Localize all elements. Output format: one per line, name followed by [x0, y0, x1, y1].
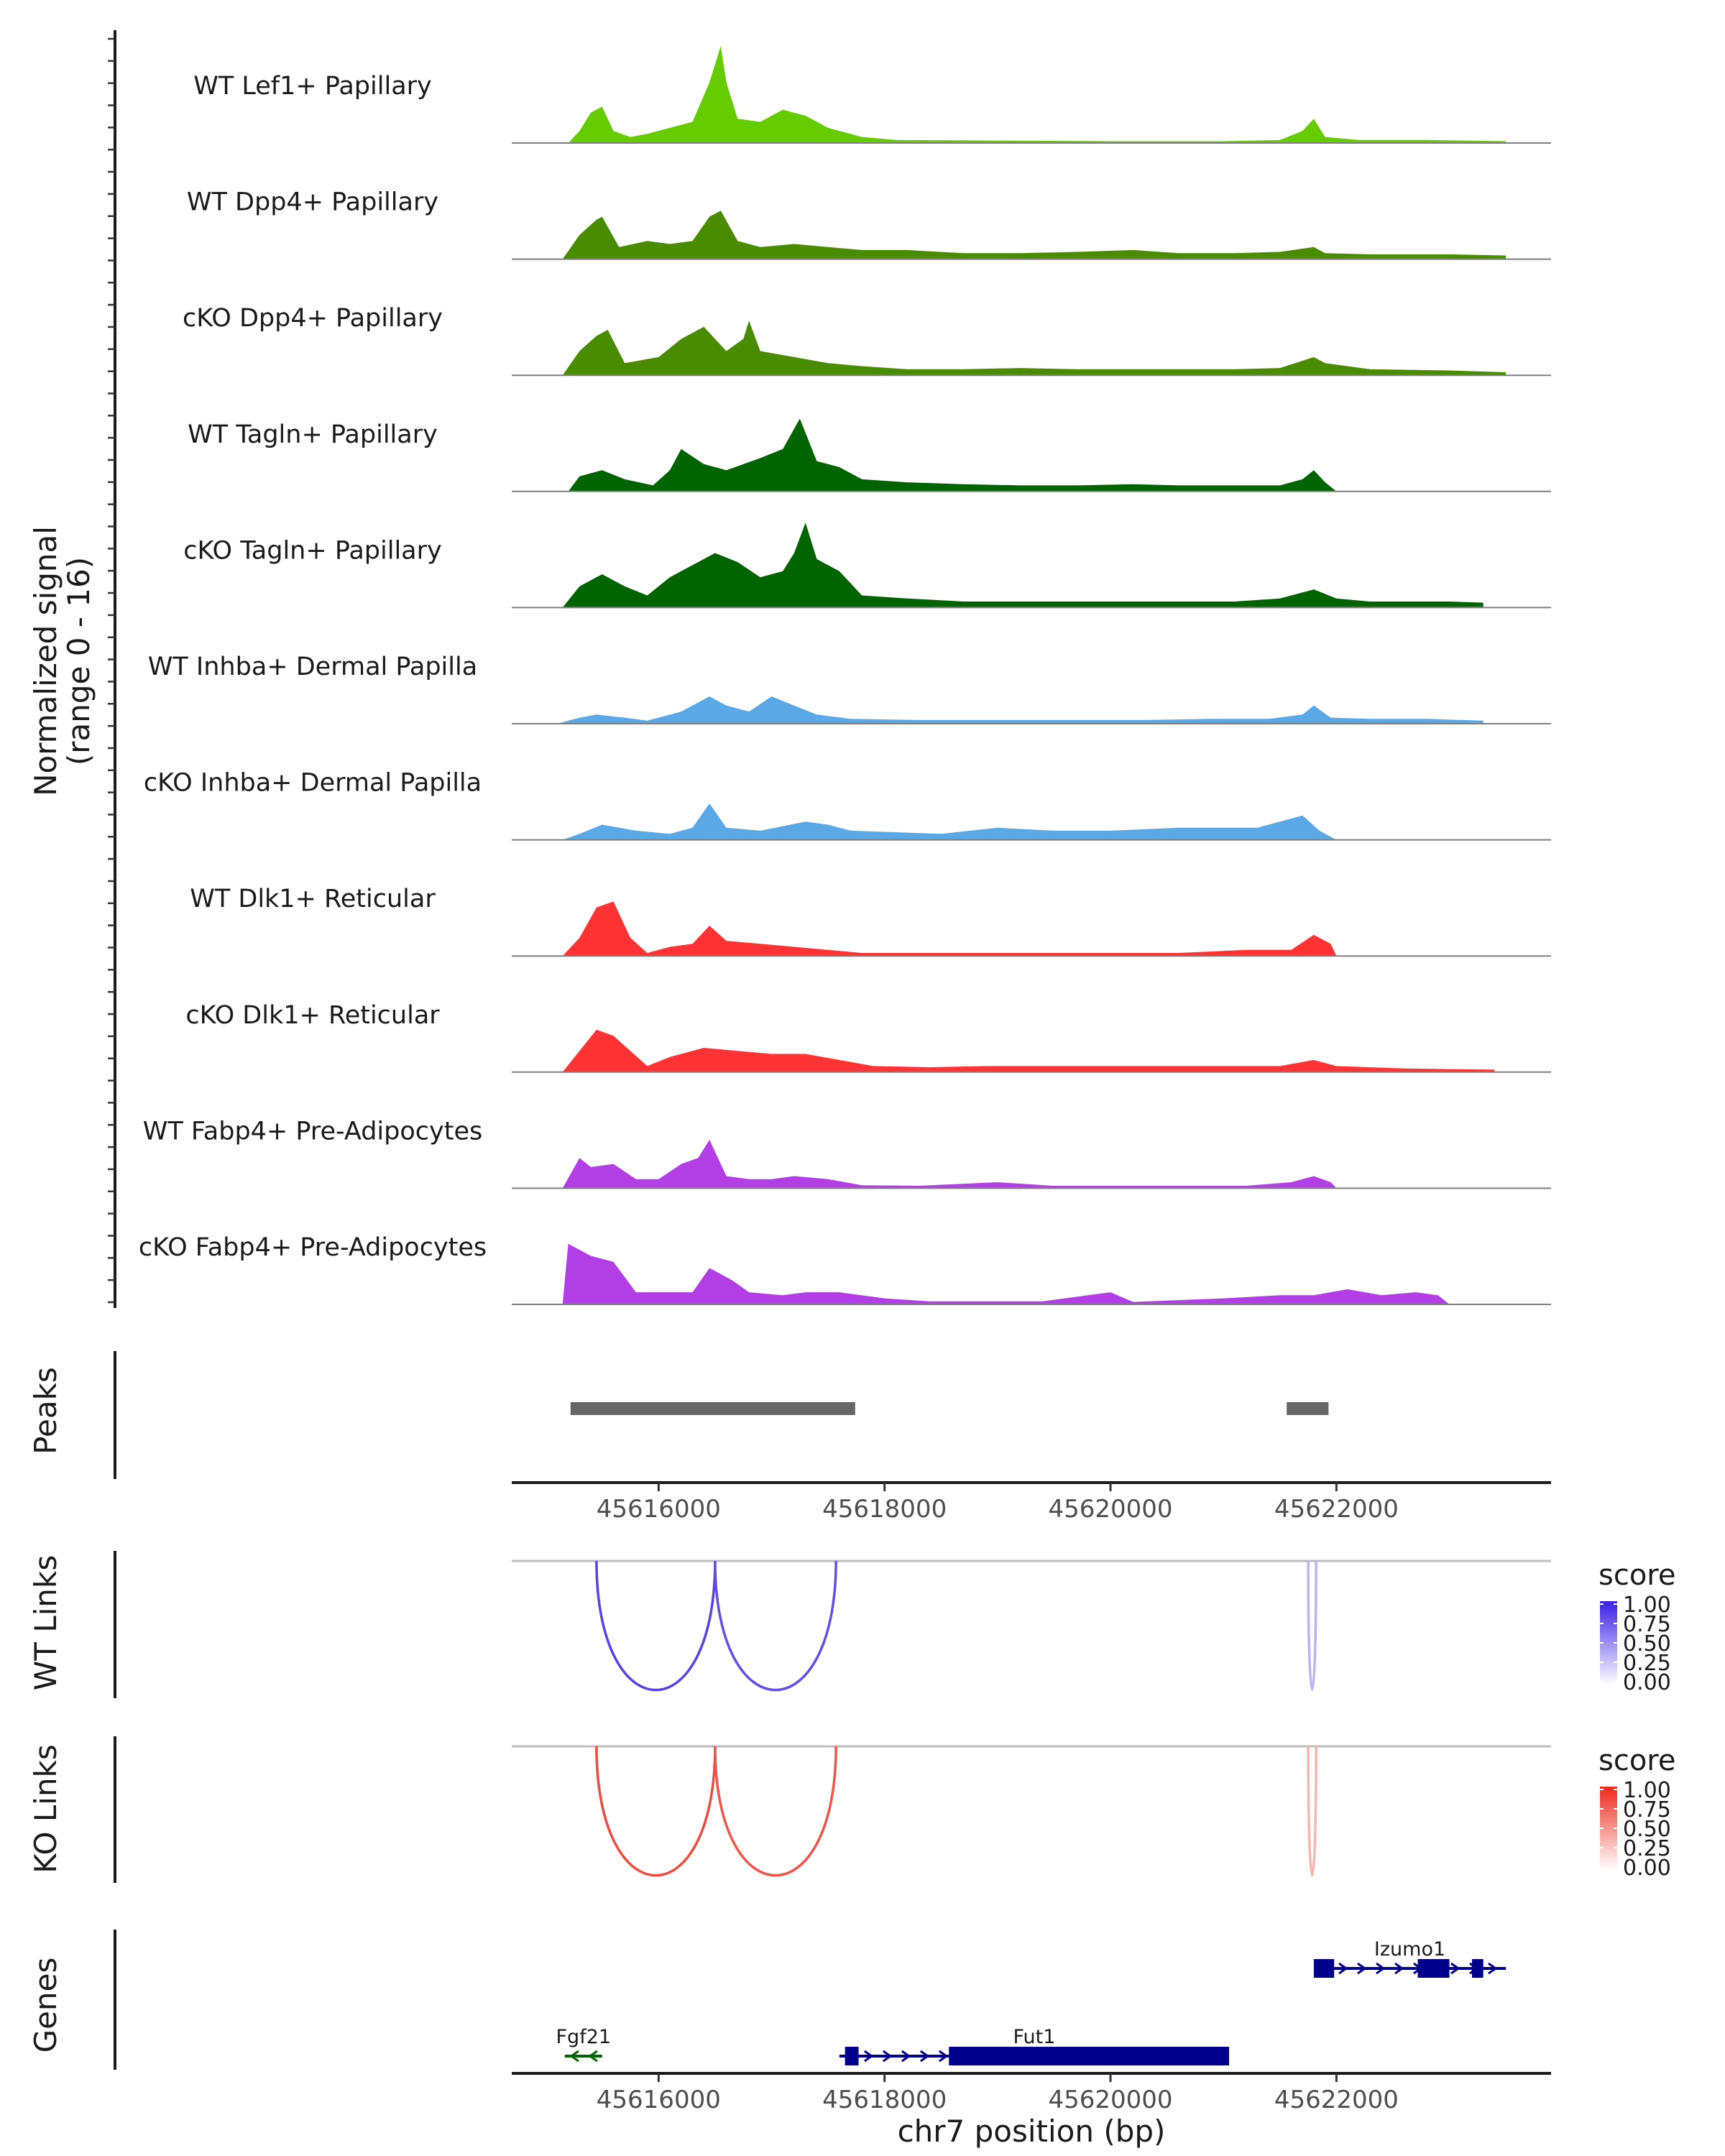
gene-exon-fut1: [845, 2047, 859, 2065]
wt-links-panel: 1.000.750.500.250.00: [114, 1551, 1671, 1698]
coverage-track-label-2: WT Dpp4+ Papillary: [187, 188, 438, 217]
wt-links-legend-tick-label: 0.75: [1623, 1612, 1671, 1637]
wt-links-legend-tick-label: 0.00: [1623, 1670, 1671, 1695]
coverage-ylabel-line1: Normalized signal: [28, 526, 63, 796]
ko-links-arc-3: [1307, 1746, 1317, 1876]
coverage-track-label-3: cKO Dpp4+ Papillary: [183, 304, 443, 333]
wt-links-legend-tick-label: 0.25: [1623, 1651, 1671, 1676]
gene-strand-chevron: [1357, 1962, 1367, 1975]
wt-links-arc-2: [714, 1560, 837, 1692]
peaks-x-tick-label: 45618000: [822, 1495, 947, 1524]
genes-x-tick-label: 45622000: [1274, 2086, 1399, 2114]
coverage-track-label-8: WT Dlk1+ Reticular: [190, 885, 436, 913]
ko-links-label: KO Links: [28, 1744, 63, 1874]
genes-x-tick-label: 45616000: [597, 2086, 721, 2114]
peak-bar-2: [1287, 1402, 1329, 1415]
ko-links-legend-tick-label: 1.00: [1623, 1778, 1671, 1803]
coverage-track-label-7: cKO Inhba+ Dermal Papilla: [144, 769, 482, 798]
gene-label-fut1: Fut1: [1013, 2026, 1055, 2048]
coverage-track-label-1: WT Lef1+ Papillary: [193, 72, 432, 101]
gene-strand-chevron: [1450, 1962, 1460, 1975]
gene-exon-izumo1: [1417, 1959, 1450, 1978]
peak-bar-1: [570, 1402, 855, 1415]
coverage-track-label-10: WT Fabp4+ Pre-Adipocytes: [143, 1117, 482, 1146]
gene-strand-chevron: [588, 2050, 598, 2063]
gene-label-fgf21: Fgf21: [556, 2026, 612, 2048]
genes-label: Genes: [28, 1958, 63, 2053]
gene-strand-chevron: [1394, 1962, 1404, 1975]
coverage-area-track-4: [568, 418, 1337, 492]
ko-links-arc-1: [595, 1746, 717, 1877]
coverage-area-track-11: [562, 1243, 1450, 1304]
gene-strand-chevron: [1376, 1962, 1386, 1975]
coverage-area-track-8: [562, 901, 1337, 957]
gene-strand-chevron: [919, 2050, 930, 2063]
gene-exon-izumo1: [1471, 1959, 1484, 1978]
coverage-track-label-4: WT Tagln+ Papillary: [188, 420, 438, 449]
wt-links-legend-tick-label: 1.00: [1623, 1593, 1671, 1618]
ko-links-legend-tick-label: 0.00: [1623, 1856, 1671, 1881]
coverage-track-label-6: WT Inhba+ Dermal Papilla: [148, 653, 477, 681]
peaks-x-tick-label: 45620000: [1048, 1495, 1172, 1524]
gene-label-izumo1: Izumo1: [1374, 1938, 1445, 1961]
coverage-track-label-5: cKO Tagln+ Papillary: [183, 536, 442, 565]
wt-links-arc-3: [1307, 1560, 1317, 1691]
peaks-x-tick-label: 45622000: [1274, 1495, 1399, 1524]
wt-links-arc-1: [595, 1560, 717, 1692]
genes-panel: Izumo1 Fgf21 Fut1 45616000 45618000 45620000 4…: [114, 1930, 1551, 2114]
wt-legend-title: score: [1598, 1559, 1675, 1592]
x-axis-title: chr7 position (bp): [898, 2114, 1166, 2149]
coverage-track-label-11: cKO Fabp4+ Pre-Adipocytes: [139, 1233, 487, 1262]
coverage-track-label-9: cKO Dlk1+ Reticular: [185, 1001, 440, 1030]
coverage-area-track-6: [556, 696, 1484, 724]
ko-links-legend-tick-label: 0.25: [1623, 1836, 1671, 1861]
gene-strand-chevron: [882, 2050, 893, 2063]
gene-strand-chevron: [569, 2050, 579, 2063]
peaks-label: Peaks: [28, 1367, 63, 1455]
peaks-x-tick-label: 45616000: [597, 1495, 721, 1524]
gene-strand-chevron: [863, 2050, 874, 2063]
coverage-area-track-7: [562, 803, 1337, 840]
gene-exon-izumo1: [1313, 1959, 1335, 1978]
gene-strand-chevron: [901, 2050, 911, 2063]
coverage-area-track-9: [562, 1029, 1495, 1072]
coverage-area-track-3: [562, 321, 1506, 376]
genes-x-tick-label: 45620000: [1048, 2086, 1172, 2114]
peaks-panel: 45616000 45618000 45620000 45622000: [114, 1351, 1551, 1524]
ko-links-legend-tick-label: 0.75: [1623, 1797, 1671, 1823]
genes-x-tick-label: 45618000: [822, 2086, 947, 2114]
ko-links-arc-2: [714, 1746, 837, 1877]
coverage-ylabel-line2: (range 0 - 16): [61, 557, 96, 765]
ko-links-panel: 1.000.750.500.250.00: [114, 1736, 1671, 1883]
wt-links-legend-tick-label: 0.50: [1623, 1631, 1671, 1657]
coverage-area-track-2: [562, 211, 1506, 259]
wt-links-label: WT Links: [28, 1555, 63, 1690]
ko-links-legend-tick-label: 0.50: [1623, 1817, 1671, 1842]
coverage-area-track-1: [568, 46, 1506, 143]
coverage-area-track-5: [562, 522, 1484, 608]
coverage-panel: WT Lef1+ Papillary WT Dpp4+ Papillary cKO …: [108, 30, 1551, 1308]
ko-legend-title: score: [1598, 1744, 1675, 1777]
gene-strand-chevron: [1488, 1962, 1498, 1975]
gene-strand-chevron: [938, 2050, 949, 2063]
coverage-area-track-10: [562, 1139, 1337, 1189]
gene-exon-fut1: [949, 2047, 1230, 2065]
gene-strand-chevron: [1338, 1962, 1348, 1975]
